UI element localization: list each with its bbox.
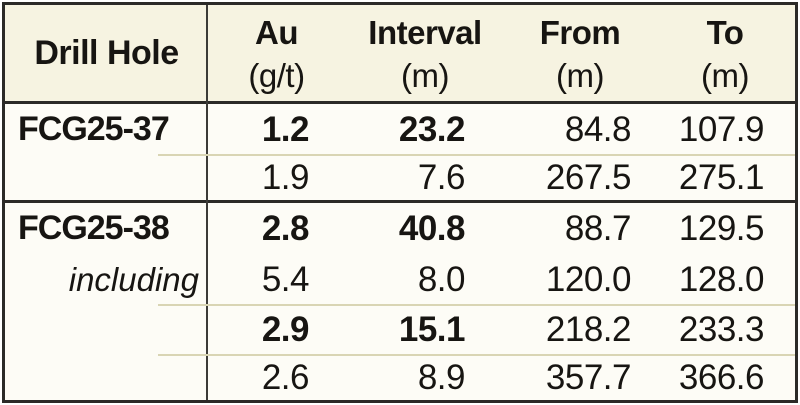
- subrow-divider-line: [158, 354, 795, 356]
- interval-cell: 8.9: [417, 357, 466, 397]
- au-cell: 2.8: [261, 208, 310, 248]
- interval-cell: 23.2: [398, 109, 466, 149]
- header-from-label: From: [539, 14, 621, 51]
- au-cell: 2.9: [261, 310, 310, 349]
- table-row: 2.6 8.9 357.7 366.6: [5, 355, 795, 400]
- drill-hole-cell: [5, 355, 208, 400]
- to-cell: 233.3: [678, 310, 765, 349]
- header-drill-hole: Drill Hole: [34, 33, 179, 72]
- interval-cell: 40.8: [398, 208, 466, 248]
- drill-hole-cell: FCG25-38: [18, 209, 170, 247]
- from-cell: 357.7: [545, 357, 632, 397]
- from-cell: 120.0: [545, 259, 632, 299]
- header-divider-line: [5, 101, 795, 104]
- table-row: FCG25-37 1.2 23.2 84.8 107.9: [5, 104, 795, 155]
- header-to: To (m): [655, 5, 795, 101]
- header-from: From (m): [505, 5, 655, 101]
- header-au: Au (g/t): [208, 5, 345, 101]
- header-au-unit: (g/t): [248, 57, 305, 94]
- subrow-divider-line: [158, 304, 795, 306]
- drill-hole-cell: FCG25-37: [18, 110, 170, 148]
- header-au-label: Au: [255, 14, 299, 51]
- drill-hole-cell: [5, 305, 208, 355]
- header-interval-label: Interval: [368, 14, 482, 51]
- to-cell: 107.9: [678, 109, 765, 149]
- from-cell: 88.7: [564, 208, 632, 248]
- au-cell: 2.6: [261, 357, 310, 397]
- au-cell: 1.9: [261, 157, 310, 197]
- header-from-unit: (m): [556, 57, 604, 94]
- au-cell: 5.4: [261, 259, 310, 299]
- header-to-unit: (m): [701, 57, 749, 94]
- from-cell: 84.8: [564, 109, 632, 149]
- table-row: 2.9 15.1 218.2 233.3: [5, 305, 795, 355]
- au-cell: 1.2: [261, 109, 310, 149]
- header-interval-unit: (m): [401, 57, 449, 94]
- from-cell: 218.2: [545, 310, 632, 349]
- column-divider-line: [206, 5, 208, 400]
- to-cell: 128.0: [678, 259, 765, 299]
- including-label-cell: including: [68, 260, 199, 298]
- table-header-row: Drill Hole Au (g/t) Interval (m) From (m…: [5, 5, 795, 101]
- table-row: FCG25-38 2.8 40.8 88.7 129.5: [5, 203, 795, 254]
- interval-cell: 7.6: [417, 157, 466, 197]
- interval-cell: 15.1: [398, 310, 466, 349]
- to-cell: 366.6: [678, 357, 765, 397]
- table-grid: Drill Hole Au (g/t) Interval (m) From (m…: [5, 5, 795, 400]
- drill-hole-cell: [5, 155, 208, 200]
- header-interval: Interval (m): [345, 5, 505, 101]
- to-cell: 129.5: [678, 208, 765, 248]
- table-row: 1.9 7.6 267.5 275.1: [5, 155, 795, 200]
- to-cell: 275.1: [678, 157, 765, 197]
- group-divider-line: [5, 200, 795, 203]
- table-row: including 5.4 8.0 120.0 128.0: [5, 254, 795, 305]
- header-to-label: To: [706, 14, 744, 51]
- subrow-divider-line: [158, 154, 795, 156]
- from-cell: 267.5: [545, 157, 632, 197]
- interval-cell: 8.0: [417, 259, 466, 299]
